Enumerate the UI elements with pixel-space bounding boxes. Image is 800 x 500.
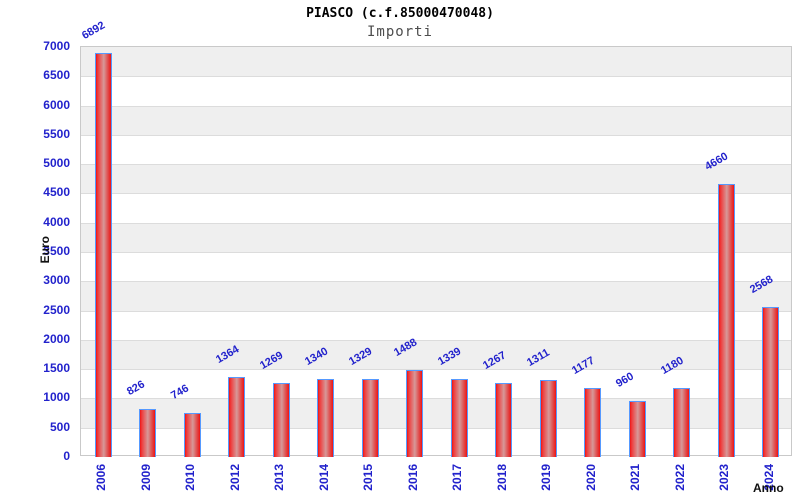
gridline [81, 223, 791, 224]
bar [272, 382, 290, 457]
y-axis-tick-label: 6000 [43, 97, 70, 112]
background-band [81, 339, 791, 370]
gridline [81, 135, 791, 136]
y-axis-tick-label: 2000 [43, 331, 70, 346]
background-band [81, 222, 791, 252]
x-axis-title: Anno [753, 481, 784, 495]
chart-subtitle: Importi [366, 24, 433, 40]
y-axis-tick-label: 7000 [43, 39, 70, 53]
x-axis-tick-label: 2019 [539, 464, 554, 491]
bar [139, 408, 157, 457]
background-band [81, 47, 791, 77]
chart-title: PIASCO (c.f.85000470048) [306, 6, 494, 21]
y-axis-tick-label: 4500 [43, 185, 70, 200]
x-axis-tick-label: 2020 [583, 464, 598, 491]
y-axis-tick-label: 6500 [43, 68, 70, 83]
x-axis-tick-label: 2006 [94, 464, 109, 491]
gridline [81, 428, 791, 429]
bar [406, 369, 424, 457]
bar [183, 413, 201, 457]
y-axis-tick-label: 0 [63, 449, 70, 463]
x-axis-tick-label: 2021 [628, 464, 643, 491]
y-axis-tick-label: 3500 [43, 244, 70, 258]
x-axis-tick-label: 2014 [316, 464, 331, 491]
background-band [81, 105, 791, 135]
x-axis-tick-label: 2023 [717, 464, 732, 491]
x-axis-tick-label: 2022 [672, 464, 687, 491]
gridline [81, 311, 791, 312]
gridline [81, 76, 791, 77]
plot-area [80, 46, 792, 457]
y-axis-tick-label: 1000 [43, 390, 70, 405]
gridline [81, 164, 791, 165]
x-axis-tick-label: 2009 [138, 464, 153, 491]
x-axis-tick-label: 2015 [361, 464, 376, 491]
bar [762, 306, 780, 457]
y-axis-tick-label: 2500 [43, 302, 70, 317]
y-axis-tick-label: 1500 [43, 361, 70, 376]
gridline [81, 369, 791, 370]
x-axis-tick-label: 2017 [450, 464, 465, 491]
x-axis-tick-label: 2016 [405, 464, 420, 491]
y-axis-title: Euro [38, 236, 52, 264]
y-axis-tick-label: 5000 [43, 156, 70, 171]
bar [673, 387, 691, 457]
bar [94, 53, 112, 457]
bar [228, 377, 246, 457]
x-axis-tick-label: 2010 [183, 464, 198, 491]
bar [628, 400, 646, 457]
background-band [81, 281, 791, 311]
bar [539, 380, 557, 457]
gridline [81, 398, 791, 399]
gridline [81, 106, 791, 107]
y-axis-tick-label: 3000 [43, 273, 70, 288]
y-axis-tick-label: 500 [49, 419, 70, 434]
bar [317, 378, 335, 457]
x-axis-tick-label: 2012 [227, 464, 242, 491]
gridline [81, 193, 791, 194]
gridline [81, 340, 791, 341]
bar [717, 184, 735, 457]
background-band [81, 164, 791, 194]
gridline [81, 281, 791, 282]
y-axis-tick-label: 4000 [43, 214, 70, 229]
bar [450, 378, 468, 457]
bar [584, 388, 602, 457]
x-axis-tick-label: 2013 [272, 464, 287, 491]
bar [361, 379, 379, 457]
y-axis-tick-label: 5500 [43, 126, 70, 141]
x-axis-tick-label: 2018 [494, 464, 509, 491]
gridline [81, 252, 791, 253]
bar [495, 382, 513, 457]
